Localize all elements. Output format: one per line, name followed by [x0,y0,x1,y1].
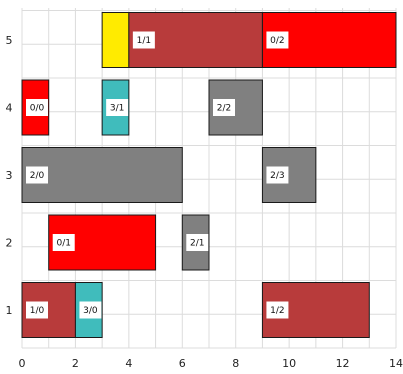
task-label: 3/0 [83,306,98,316]
task-bar: 0/1 [48,214,157,271]
x-tick-label: 2 [72,357,79,370]
x-tick-label: 8 [232,357,239,370]
task-bar: 2/3 [261,147,317,203]
task-bar: 1/1 [128,12,263,68]
task-label-box [26,166,48,184]
task-label: 2/0 [30,171,45,181]
x-tick-label: 10 [282,357,296,370]
x-axis-ticks: 0 2 4 6 8 10 12 14 [19,357,403,370]
y-tick-label: 2 [6,237,13,250]
task-bar: 2/1 [181,214,210,271]
task-label-box [213,99,235,116]
task-label: 3/1 [110,104,124,114]
task-label-box [266,166,289,184]
task-label: 0/1 [56,239,70,249]
y-tick-label: 5 [6,34,13,47]
task-bar: 2/2 [208,79,263,136]
x-tick-label: 0 [19,357,26,370]
task-label-box [26,99,48,116]
task-label-box [52,234,75,251]
x-tick-label: 6 [179,357,186,370]
task-label: 0/2 [270,36,284,46]
task-label-box [266,31,289,49]
y-axis-ticks: 1 2 3 4 5 [6,34,13,317]
y-tick-label: 4 [6,102,13,115]
task-bar-rect [21,147,183,203]
task-bar: 0/2 [261,12,397,68]
task-label: 2/3 [270,171,284,181]
task-label-box [106,99,129,116]
task-bar: 1/2 [261,282,370,338]
task-label-box [79,301,102,319]
task-bar: 0/0 [21,79,50,136]
task-label: 0/0 [30,104,45,114]
x-tick-label: 14 [389,357,403,370]
task-bar: 3/0 [74,282,103,338]
bars: 1/0 3/0 1/2 0/1 2/1 2/0 2/3 0/0 3/1 2/2 1/1 0/2 [21,12,397,338]
x-tick-label: 12 [336,357,350,370]
x-tick-label: 4 [125,357,132,370]
task-label: 1/2 [270,306,284,316]
task-label-box [132,31,155,49]
task-bar: 3/1 [101,79,130,136]
task-label-box [26,301,48,319]
task-bar [101,12,130,68]
task-label: 2/2 [217,104,231,114]
task-label: 1/1 [137,36,151,46]
y-tick-label: 3 [6,169,13,182]
y-tick-label: 1 [6,304,13,317]
task-label-box [266,301,289,319]
task-label: 2/1 [190,239,204,249]
task-label-box [186,234,209,251]
task-bar: 1/0 [21,282,76,338]
task-bar: 2/0 [21,147,183,203]
task-label: 1/0 [30,306,45,316]
task-bar-rect [101,12,130,68]
